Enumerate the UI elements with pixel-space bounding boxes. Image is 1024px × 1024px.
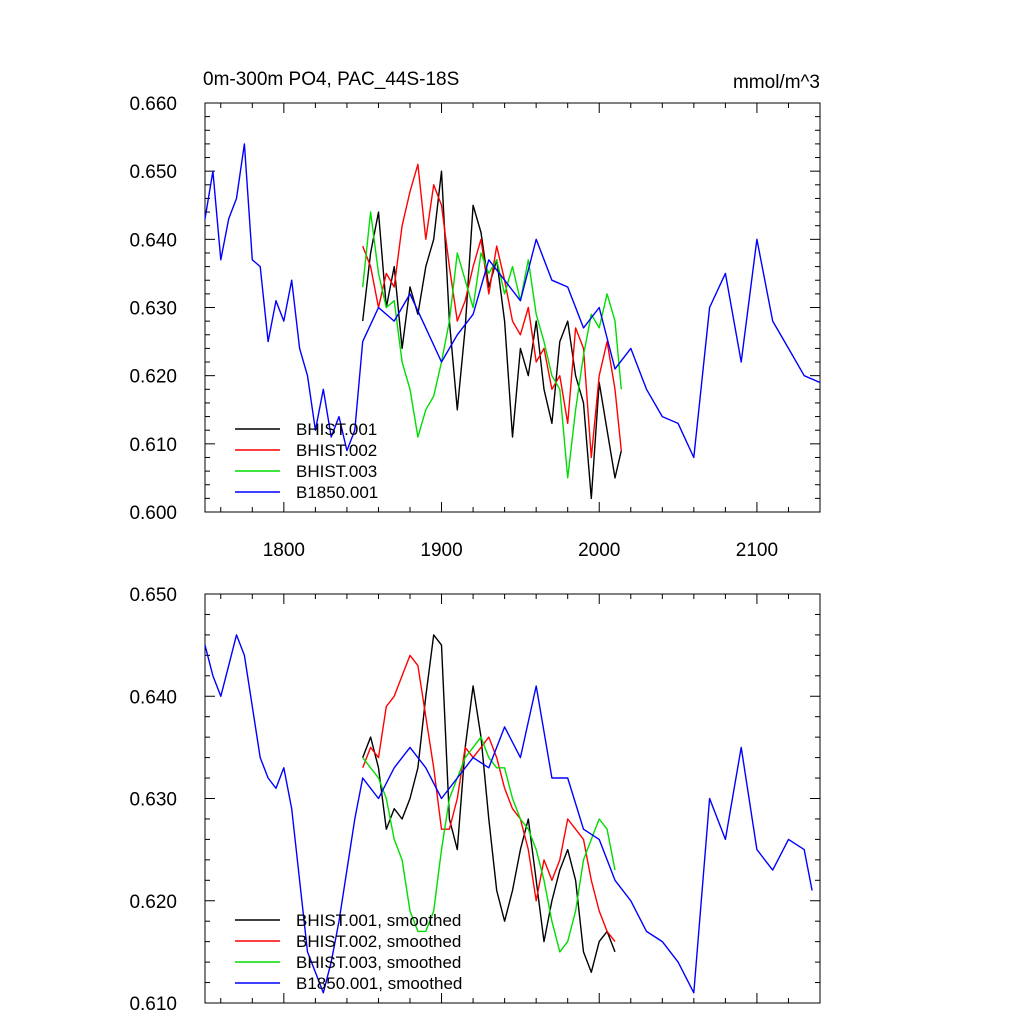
series-line-bhist-002 <box>362 163 622 459</box>
legend-label: B1850.001, smoothed <box>296 974 462 993</box>
x-tick-label: 1900 <box>420 540 462 561</box>
x-tick-label: 2000 <box>578 540 620 561</box>
legend-label: BHIST.003, smoothed <box>296 953 461 972</box>
x-tick-label: 2100 <box>736 540 778 561</box>
series-line-bhist-003 <box>362 211 622 479</box>
y-tick-label: 0.600 <box>129 503 177 524</box>
legend-label: BHIST.002, smoothed <box>296 932 461 951</box>
y-tick-label: 0.620 <box>129 367 177 388</box>
legend-label: BHIST.002 <box>296 441 377 460</box>
series-line-bhist-001 <box>362 170 622 500</box>
y-tick-label: 0.660 <box>129 94 177 115</box>
series-line-bhist-001 <box>362 634 616 973</box>
series-line-bhist-002 <box>362 654 616 943</box>
y-tick-label: 0.610 <box>129 435 177 456</box>
panel-smoothed: 0.610 0.620 0.630 0.640 0.650 BHIST.001, smoo… <box>129 585 821 1015</box>
chart-title-left: 0m-300m PO4, PAC_44S-18S <box>203 69 459 90</box>
chart-title-right: mmol/m^3 <box>733 72 820 93</box>
y-tick-label: 0.630 <box>129 790 177 811</box>
y-tick-label: 0.620 <box>129 892 177 913</box>
x-tick-label: 1800 <box>263 540 305 561</box>
y-tick-label: 0.650 <box>129 162 177 183</box>
legend-label: BHIST.003 <box>296 462 377 481</box>
panel-raw: 1800 1900 2000 2100 0.600 0.610 0.620 0.630 0.64… <box>129 94 821 561</box>
y-tick-label: 0.640 <box>129 230 177 251</box>
y-tick-label: 0.650 <box>129 585 177 606</box>
series-line-bhist-003 <box>362 736 616 953</box>
legend-label: BHIST.001, smoothed <box>296 911 461 930</box>
series-line-b1850-001 <box>204 143 821 459</box>
legend-label: BHIST.001 <box>296 420 377 439</box>
legend-label: B1850.001 <box>296 483 378 502</box>
y-tick-label: 0.630 <box>129 299 177 320</box>
y-tick-label: 0.610 <box>129 994 177 1015</box>
y-tick-label: 0.640 <box>129 687 177 708</box>
series-line-b1850-001 <box>204 634 813 994</box>
